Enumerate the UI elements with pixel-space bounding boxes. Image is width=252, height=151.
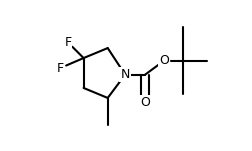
Text: F: F	[64, 36, 71, 49]
Text: O: O	[159, 54, 169, 67]
Text: F: F	[57, 61, 64, 75]
Text: N: N	[120, 68, 130, 81]
Text: O: O	[140, 96, 150, 109]
